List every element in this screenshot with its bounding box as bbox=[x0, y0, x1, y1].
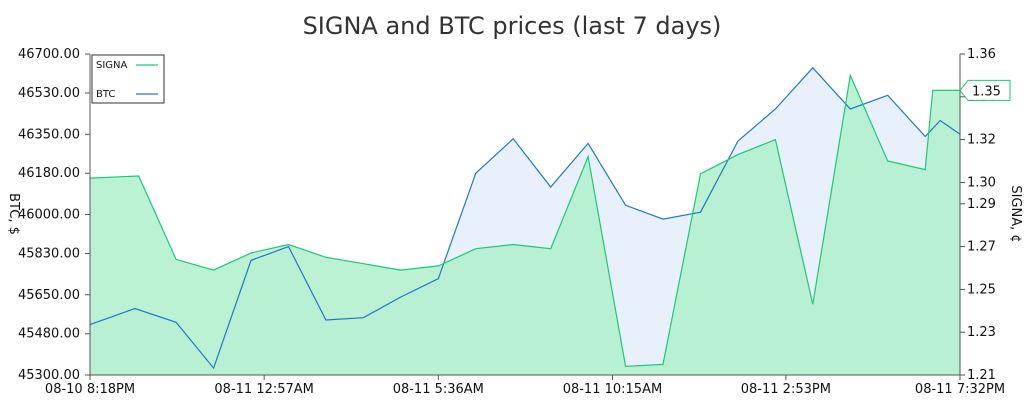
right-tick-label: 1.32 bbox=[967, 133, 996, 148]
legend-box bbox=[91, 54, 165, 104]
signa-line bbox=[89, 73, 960, 368]
current-value-text: 1.35 bbox=[972, 84, 1001, 99]
x-tick-label: 08-11 10:15AM bbox=[563, 382, 662, 397]
left-tick-label: 46180.00 bbox=[18, 166, 80, 181]
right-tick-label: 1.21 bbox=[967, 368, 996, 383]
current-value-tag bbox=[959, 79, 1011, 101]
right-tick-label: 1.23 bbox=[967, 325, 996, 340]
signa-area bbox=[90, 75, 960, 376]
left-tick-label: 45830.00 bbox=[18, 246, 80, 261]
right-tick-label: 1.27 bbox=[967, 240, 996, 255]
legend-label-btc: BTC bbox=[96, 89, 115, 100]
left-tick-label: 45480.00 bbox=[18, 327, 80, 342]
right-tick-label: 1.25 bbox=[967, 282, 996, 297]
btc-line bbox=[89, 66, 961, 370]
left-tick-label: 45300.00 bbox=[18, 368, 80, 383]
x-tick-label: 08-11 5:36AM bbox=[393, 382, 484, 397]
x-tick-label: 08-11 7:32PM bbox=[915, 382, 1005, 397]
right-axis-title: SIGNA, ¢ bbox=[1008, 185, 1023, 242]
right-tick-label: 1.36 bbox=[967, 47, 996, 62]
left-tick-label: 46700.00 bbox=[18, 47, 80, 62]
x-tick-label: 08-11 2:53PM bbox=[741, 382, 831, 397]
x-tick-label: 08-11 12:57AM bbox=[214, 382, 313, 397]
left-tick-label: 46350.00 bbox=[18, 127, 80, 142]
left-axis-title: BTC, $ bbox=[6, 193, 21, 235]
left-tick-label: 46530.00 bbox=[18, 86, 80, 101]
legend-label-signa: SIGNA bbox=[96, 60, 128, 71]
left-tick-label: 46000.00 bbox=[18, 208, 80, 223]
x-tick-label: 08-10 8:18PM bbox=[45, 382, 135, 397]
right-tick-label: 1.29 bbox=[967, 197, 996, 212]
right-tick-label: 1.30 bbox=[967, 175, 996, 190]
left-tick-label: 45650.00 bbox=[18, 288, 80, 303]
chart-title: SIGNA and BTC prices (last 7 days) bbox=[302, 12, 722, 40]
